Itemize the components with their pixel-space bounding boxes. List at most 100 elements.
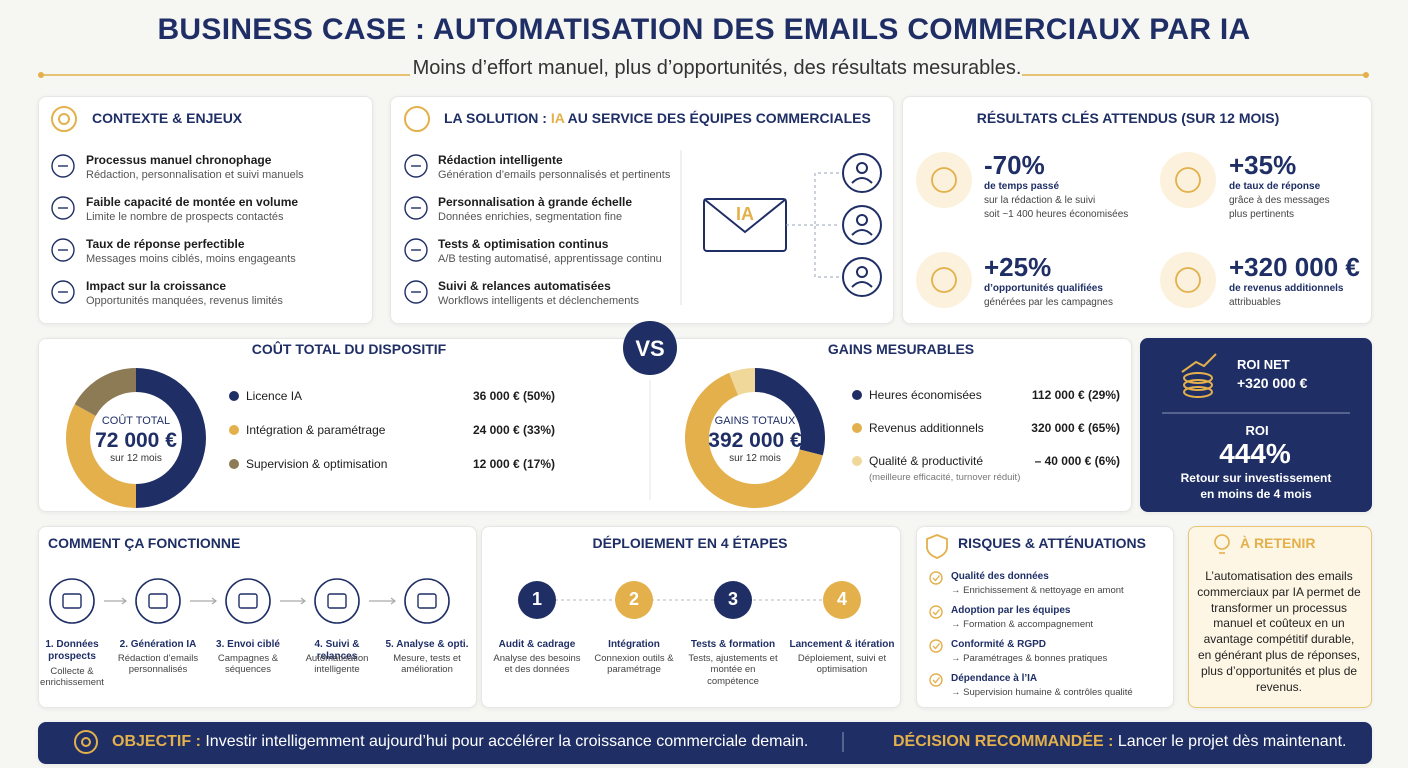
risk-mitigation: → Formation & accompagnement — [951, 619, 1094, 630]
roi-net-value: +320 000 € — [1237, 375, 1308, 391]
step-title: Lancement & itération — [789, 639, 895, 650]
donut-segment — [685, 372, 823, 508]
icon — [404, 280, 428, 304]
title-highlight: IA — [550, 110, 565, 126]
item-title: Impact sur la croissance — [86, 279, 227, 293]
arrow — [280, 597, 306, 605]
legend-amount: 320 000 € (65%) — [1031, 421, 1120, 435]
legend-dot — [229, 459, 239, 469]
person-icon — [851, 229, 873, 236]
title-part: LA SOLUTION : — [444, 110, 547, 126]
icon — [404, 196, 428, 220]
donut-center-title: COÛT TOTAL — [101, 415, 171, 427]
legend-dot — [852, 423, 862, 433]
legend-name: Heures économisées — [869, 388, 982, 402]
kpi-desc: grâce à des messages — [1229, 195, 1330, 206]
divider-dot — [38, 72, 44, 78]
kpi-desc: sur la rédaction & le suivi — [984, 195, 1096, 206]
kpi-label: de taux de réponse — [1229, 181, 1321, 192]
connector — [786, 172, 840, 226]
kpi-desc: plus pertinents — [1229, 209, 1295, 220]
item-title: Processus manuel chronophage — [86, 153, 272, 167]
step-icon — [404, 578, 450, 624]
roi-net-label: ROI NET — [1237, 357, 1290, 372]
donut-center-title: GAINS TOTAUX — [714, 415, 796, 427]
legend-dot — [229, 391, 239, 401]
legend-dot — [852, 390, 862, 400]
section-title: COÛT TOTAL DU DISPOSITIF — [251, 341, 447, 357]
step-number: 3 — [727, 589, 739, 609]
person-icon — [851, 281, 873, 288]
divider-dot — [1363, 72, 1369, 78]
step-title: Audit & cadrage — [498, 639, 576, 650]
icon — [51, 280, 75, 304]
bulb-icon — [1214, 534, 1230, 550]
kpi-desc: soit ~1 400 heures économisées — [984, 209, 1129, 220]
step-icon — [148, 593, 168, 609]
check-icon — [929, 605, 943, 619]
step-icon — [49, 578, 95, 624]
item-title: Taux de réponse perfectible — [86, 237, 245, 251]
item-desc: Limite le nombre de prospects contactés — [86, 211, 284, 223]
risk-title: Dépendance à l’IA — [951, 673, 1038, 684]
step-icon — [327, 593, 347, 609]
risk-title: Adoption par les équipes — [951, 605, 1071, 616]
item-desc: Opportunités manquées, revenus limités — [86, 295, 283, 307]
item-title: Personnalisation à grande échelle — [438, 195, 633, 209]
check-icon — [932, 609, 941, 616]
coin-icon — [1183, 379, 1213, 391]
kpi-label: de temps passé — [984, 181, 1060, 192]
arrow — [369, 597, 396, 605]
step-badge — [714, 581, 752, 619]
donut-segment — [136, 368, 206, 508]
connector — [786, 224, 840, 278]
section-title: RISQUES & ATTÉNUATIONS — [958, 535, 1146, 551]
step-desc: Campagnes & séquences — [217, 653, 279, 676]
coin-icon — [1183, 372, 1213, 384]
icon — [51, 238, 75, 262]
kpi-label: de revenus additionnels — [1229, 283, 1344, 294]
context-panel — [38, 96, 373, 324]
legend-name: Supervision & optimisation — [246, 457, 388, 471]
step-title: 4. Suivi & relances — [314, 639, 360, 662]
target-icon — [74, 730, 98, 754]
legend-dot — [229, 425, 239, 435]
footer-objective: OBJECTIF : Investir intelligemment aujou… — [112, 732, 808, 751]
step-icon — [238, 593, 258, 609]
results-panel — [902, 96, 1372, 324]
legend-amount: 112 000 € (29%) — [1031, 388, 1120, 402]
step-icon — [417, 593, 437, 609]
person-icon — [851, 177, 873, 184]
item-desc: Workflows intelligents et déclenchements — [438, 295, 639, 307]
section-title: À RETENIR — [1240, 535, 1316, 551]
item-desc: Génération d’emails personnalisés et per… — [438, 169, 671, 181]
footer-bar — [38, 722, 1372, 764]
risk-mitigation: → Supervision humaine & contrôles qualit… — [951, 687, 1133, 698]
kpi-icon — [931, 267, 957, 293]
step-desc: Tests, ajustements et montée en compéten… — [688, 653, 778, 687]
item-title: Faible capacité de montée en volume — [86, 195, 299, 209]
step-desc: Analyse des besoins et des données — [493, 653, 581, 676]
step-title: 3. Envoi ciblé — [216, 639, 280, 650]
takeaway-text: L’automatisation des emails commerciaux … — [1197, 569, 1361, 694]
step-badge — [518, 581, 556, 619]
donut-segment — [66, 404, 136, 508]
check-icon — [932, 643, 941, 650]
kpi-icon-bg — [1160, 252, 1216, 308]
person-icon — [856, 214, 868, 226]
person-icon — [856, 266, 868, 278]
footer-label: DÉCISION RECOMMANDÉE : — [893, 733, 1114, 750]
legend-name: Revenus additionnels — [869, 421, 984, 435]
roi-panel — [1140, 338, 1372, 512]
legend-amount: 36 000 € (50%) — [472, 389, 555, 403]
donut-center-value: 72 000 € — [95, 429, 177, 452]
legend-name: Qualité & productivité — [869, 454, 984, 468]
check-icon — [932, 575, 941, 582]
risk-mitigation: → Enrichissement & nettoyage en amont — [951, 585, 1124, 596]
section-title: DÉPLOIEMENT EN 4 ÉTAPES — [592, 535, 788, 551]
takeaway-panel — [1188, 526, 1372, 708]
icon — [51, 196, 75, 220]
step-number: 4 — [836, 589, 848, 609]
step-title: Tests & formation — [690, 639, 776, 650]
step-icon — [62, 593, 82, 609]
